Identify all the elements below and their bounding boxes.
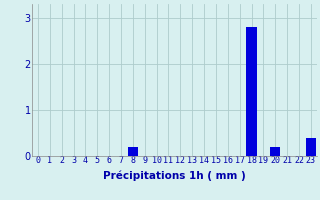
X-axis label: Précipitations 1h ( mm ): Précipitations 1h ( mm ) bbox=[103, 171, 246, 181]
Bar bbox=[246, 27, 257, 156]
Bar bbox=[128, 147, 138, 156]
Bar bbox=[306, 138, 316, 156]
Bar bbox=[270, 147, 280, 156]
